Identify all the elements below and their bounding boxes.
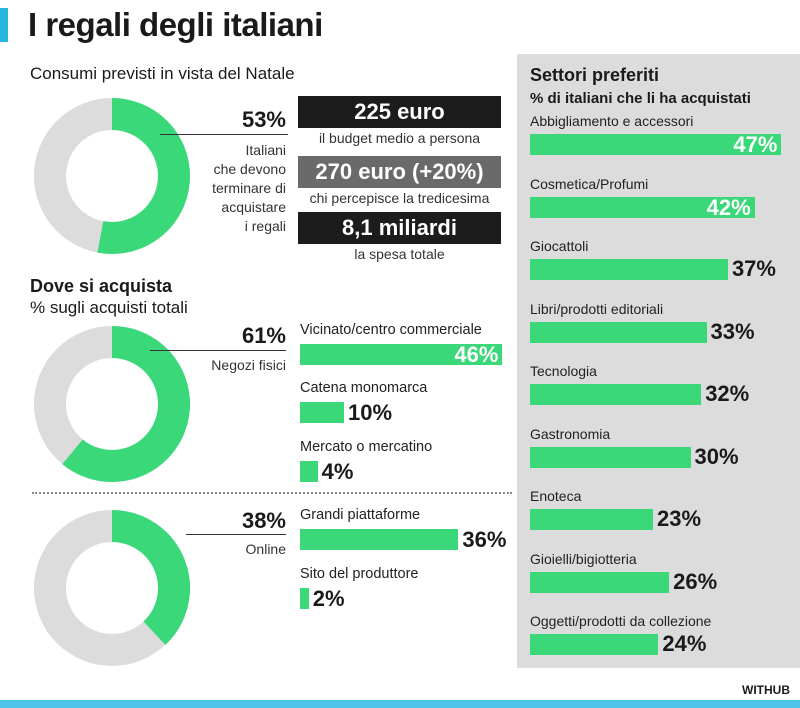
sector-bar bbox=[530, 446, 691, 468]
online-cat-1: Sito del produttore bbox=[300, 566, 419, 582]
sector-label: Libri/prodotti editoriali bbox=[530, 300, 664, 317]
physical-cat-2: Mercato o mercatino bbox=[300, 439, 433, 455]
sector-label: Enoteca bbox=[530, 488, 582, 504]
title-accent bbox=[0, 8, 8, 42]
sector-bar bbox=[530, 259, 728, 280]
donut3-description: Online bbox=[245, 541, 286, 557]
fact-tredicesima-value: 270 euro (+20%) bbox=[298, 156, 501, 188]
section2-subheading: % sugli acquisti totali bbox=[30, 298, 188, 317]
section3-heading: Settori preferiti bbox=[530, 65, 660, 85]
donut1-pct: 53% bbox=[241, 107, 286, 132]
sector-label: Gioielli/bigiotteria bbox=[530, 550, 637, 567]
sector-value: 42% bbox=[706, 194, 751, 220]
fact-tredicesima-caption: chi percepisce la tredicesima bbox=[309, 190, 490, 206]
sector-label: Tecnologia bbox=[530, 363, 597, 379]
sectors-panel bbox=[517, 54, 800, 668]
sector-value: 32% bbox=[705, 381, 750, 406]
sector-value: 26% bbox=[673, 568, 718, 594]
online-bar-0 bbox=[300, 529, 459, 550]
donut3-leader bbox=[186, 534, 286, 535]
section-divider bbox=[32, 492, 512, 494]
donut1-leader bbox=[160, 134, 288, 135]
fact-budget-value: 225 euro bbox=[298, 96, 501, 128]
donut2-pct: 61% bbox=[241, 323, 286, 348]
donut2-description: Negozi fisici bbox=[211, 357, 286, 373]
sector-bar bbox=[530, 634, 659, 655]
donut3-pct: 38% bbox=[241, 508, 286, 533]
sector-label: Abbigliamento e accessori bbox=[530, 113, 694, 129]
section2-heading: Dove si acquista bbox=[30, 276, 173, 296]
physical-cat-1: Catena monomarca bbox=[300, 380, 428, 396]
sector-bar bbox=[530, 571, 670, 593]
section1-heading: Consumi previsti in vista del Natale bbox=[30, 64, 295, 83]
page-title: I regali degli italiani bbox=[28, 6, 323, 43]
physical-value-1: 10% bbox=[348, 400, 393, 425]
sector-label: Giocattoli bbox=[530, 238, 589, 254]
donut1-description: Italiani che devono terminare di acquist… bbox=[212, 142, 286, 234]
donut-chart-physical bbox=[34, 326, 190, 482]
fact-total-caption: la spesa totale bbox=[354, 246, 445, 262]
donut3-value-arc bbox=[111, 510, 190, 645]
fact-budget-caption: il budget medio a persona bbox=[318, 130, 481, 146]
sector-value: 37% bbox=[731, 256, 776, 281]
sector-bar bbox=[530, 509, 654, 530]
sector-value: 23% bbox=[657, 506, 702, 531]
online-cat-0: Grandi piattaforme bbox=[300, 507, 421, 523]
physical-cat-0: Vicinato/centro commerciale bbox=[300, 322, 482, 338]
section3-subheading: % di italiani che li ha acquistati bbox=[530, 90, 751, 107]
online-bar-1 bbox=[300, 588, 309, 609]
sector-value: 47% bbox=[733, 132, 778, 157]
donut-chart-budget bbox=[34, 98, 190, 254]
sector-bar bbox=[530, 134, 782, 155]
sector-value: 30% bbox=[694, 443, 739, 469]
brand-logo: WITHUB bbox=[742, 683, 790, 697]
sector-value: 24% bbox=[662, 631, 707, 656]
sector-bar bbox=[530, 384, 702, 405]
donut2-leader bbox=[150, 350, 286, 351]
physical-bar-2 bbox=[300, 461, 318, 482]
sector-label: Cosmetica/Profumi bbox=[530, 175, 649, 192]
donut1-value-arc bbox=[97, 98, 190, 254]
physical-bar-1 bbox=[300, 402, 344, 423]
donut2-value-arc bbox=[62, 326, 190, 482]
donut-chart-online bbox=[34, 510, 190, 666]
sector-label: Gastronomia bbox=[530, 425, 611, 442]
sector-bar bbox=[530, 321, 707, 343]
physical-bar-0: 46% bbox=[300, 344, 503, 366]
sector-label: Oggetti/prodotti da collezione bbox=[530, 613, 712, 629]
sector-bar bbox=[530, 196, 755, 218]
bottom-accent bbox=[0, 700, 800, 708]
fact-total-value: 8,1 miliardi bbox=[298, 212, 501, 244]
sector-value: 33% bbox=[710, 318, 755, 344]
physical-value-2: 4% bbox=[321, 459, 354, 484]
online-value-1: 2% bbox=[312, 586, 345, 611]
online-value-0: 36% bbox=[462, 527, 507, 552]
